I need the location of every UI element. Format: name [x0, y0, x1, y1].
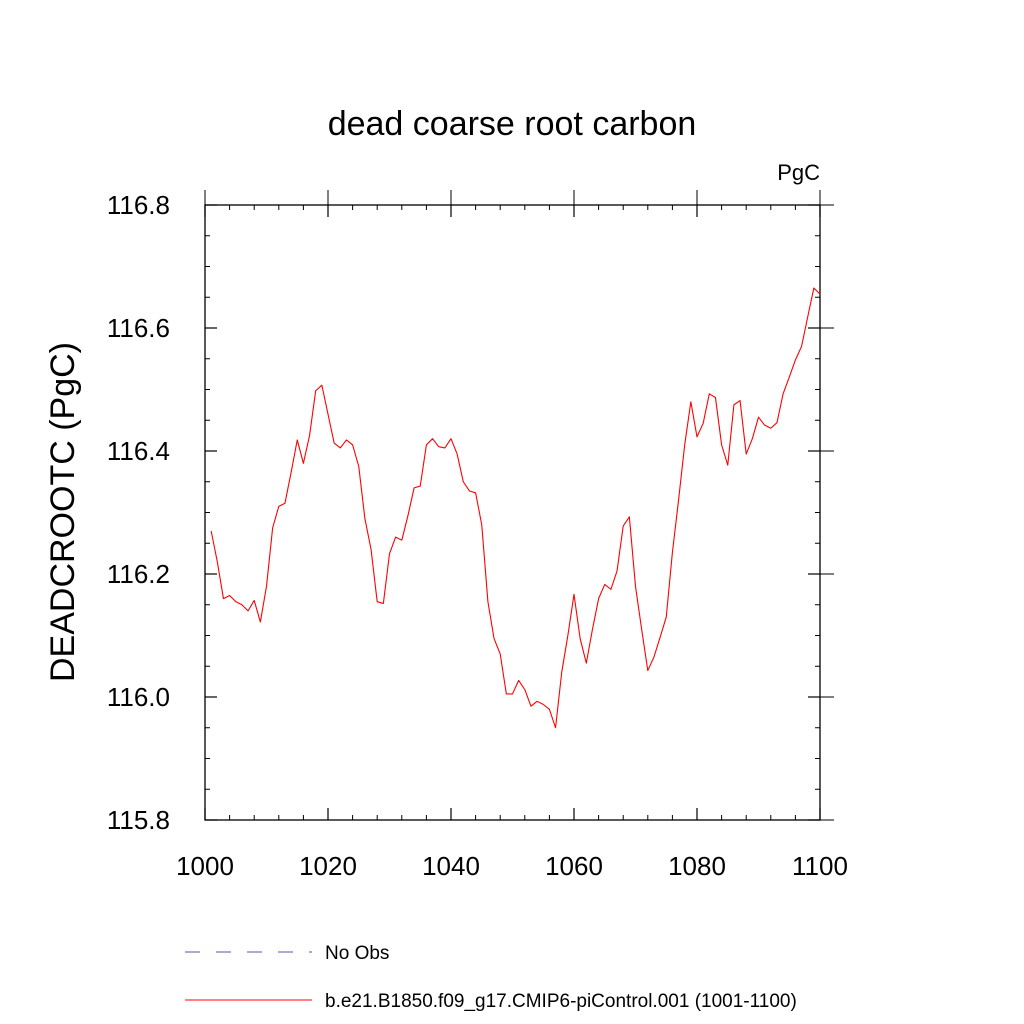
x-tick-label: 1100 — [792, 851, 848, 881]
y-tick-label: 116.0 — [107, 682, 170, 712]
legend-label-piControl: b.e21.B1850.f09_g17.CMIP6-piControl.001 … — [325, 991, 797, 1012]
y-tick-label: 115.8 — [107, 805, 170, 835]
x-tick-label: 1040 — [422, 851, 480, 881]
series-layer — [210, 287, 821, 729]
y-tick-label: 116.6 — [107, 313, 170, 343]
plot-frame — [204, 204, 821, 821]
x-axis: 1000 1020 1040 1060 1080 1100 — [176, 190, 848, 881]
legend: No Obs b.e21.B1850.f09_g17.CMIP6-piContr… — [185, 943, 797, 1012]
units-label: PgC — [777, 160, 820, 185]
legend-label-no-obs: No Obs — [325, 943, 389, 964]
x-tick-label: 1080 — [668, 851, 726, 881]
series-line-0 — [210, 287, 821, 729]
y-axis: 115.8 116.0 116.2 116.4 116.6 116.8 — [107, 190, 834, 835]
x-tick-label: 1020 — [299, 851, 357, 881]
y-axis-label: DEADCROOTC (PgC) — [44, 342, 82, 682]
y-tick-label: 116.2 — [107, 559, 170, 589]
chart-title: dead coarse root carbon — [328, 105, 697, 143]
y-tick-label: 116.4 — [107, 436, 170, 466]
y-tick-label: 116.8 — [107, 190, 170, 220]
x-tick-label: 1060 — [545, 851, 603, 881]
x-tick-label: 1000 — [176, 851, 234, 881]
